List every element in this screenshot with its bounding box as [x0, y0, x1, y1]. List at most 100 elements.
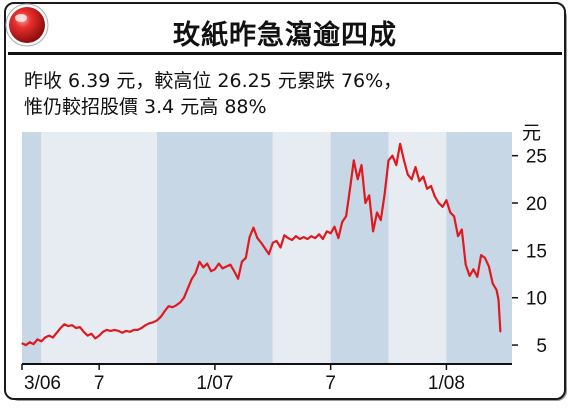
price-point-104	[422, 175, 424, 178]
price-point-112	[453, 215, 455, 217]
price-point-110	[445, 199, 447, 201]
band-0	[22, 132, 42, 364]
price-point-64	[268, 253, 270, 255]
price-point-14	[75, 327, 77, 329]
series-group	[21, 142, 502, 347]
price-point-8	[52, 336, 54, 339]
price-point-121	[488, 265, 490, 268]
price-point-34	[152, 321, 154, 323]
price-point-10	[60, 327, 62, 329]
price-point-105	[426, 188, 428, 190]
price-point-83	[341, 221, 343, 223]
price-point-101	[411, 178, 413, 180]
price-point-22	[106, 329, 108, 331]
price-point-81	[333, 226, 336, 228]
price-point-7	[48, 335, 50, 337]
price-point-24	[114, 329, 116, 331]
price-point-25	[117, 330, 120, 332]
price-point-97	[395, 164, 397, 166]
price-point-89	[364, 202, 366, 204]
title-bar: 玫紙昨急瀉逾四成	[8, 6, 562, 51]
price-point-111	[449, 211, 451, 214]
band-6	[446, 132, 512, 364]
price-point-20	[98, 335, 100, 337]
price-point-119	[480, 254, 482, 256]
price-point-66	[276, 240, 278, 242]
price-point-74	[306, 238, 309, 240]
price-point-5	[40, 340, 42, 342]
price-point-113	[457, 235, 459, 237]
title-divider	[8, 52, 562, 55]
price-point-116	[469, 275, 471, 277]
price-point-84	[345, 215, 347, 217]
price-point-92	[376, 211, 378, 214]
price-point-48	[206, 263, 208, 265]
price-point-100	[407, 174, 409, 176]
price-point-117	[472, 268, 474, 270]
band-2	[157, 132, 273, 364]
price-point-71	[295, 235, 297, 237]
price-point-15	[79, 326, 81, 328]
period-bands	[22, 132, 512, 365]
price-point-62	[260, 242, 262, 244]
price-point-115	[465, 264, 467, 266]
band-3	[272, 132, 331, 364]
price-point-99	[403, 159, 405, 161]
price-point-58	[245, 257, 247, 259]
price-point-125	[499, 331, 501, 333]
band-4	[330, 132, 389, 364]
price-point-91	[372, 230, 374, 232]
price-point-60	[252, 227, 255, 229]
price-point-49	[210, 270, 212, 272]
price-point-75	[310, 235, 312, 237]
price-point-50	[214, 268, 216, 270]
price-point-31	[141, 327, 143, 329]
price-point-36	[160, 316, 162, 318]
price-point-3	[33, 343, 35, 345]
price-point-37	[164, 310, 166, 312]
subtitle-line-1: 昨收 6.39 元，較高位 26.25 元累跌 76%，	[24, 70, 403, 92]
y-axis: 5 10 15 20 25 元	[512, 123, 547, 357]
y-tick-label-1: 10	[526, 289, 547, 310]
price-point-124	[497, 299, 500, 301]
price-point-82	[337, 237, 339, 239]
price-point-45	[195, 272, 197, 274]
price-point-6	[44, 336, 46, 339]
price-point-35	[156, 319, 158, 321]
price-point-12	[67, 325, 69, 327]
price-point-72	[299, 238, 301, 240]
price-point-18	[90, 333, 92, 335]
price-point-118	[476, 276, 478, 278]
price-point-0	[21, 342, 23, 344]
price-point-4	[36, 338, 39, 340]
y-tick-label-2: 15	[526, 241, 547, 262]
price-point-94	[384, 193, 386, 195]
price-point-123	[496, 289, 498, 291]
price-point-26	[121, 332, 123, 334]
price-point-27	[125, 330, 127, 332]
price-point-85	[349, 188, 351, 190]
price-point-61	[256, 237, 258, 239]
price-point-120	[484, 257, 486, 259]
price-point-42	[183, 297, 185, 299]
price-point-54	[229, 264, 231, 266]
price-point-88	[360, 164, 363, 166]
y-tick-label-4: 25	[526, 147, 547, 168]
price-point-73	[303, 236, 305, 238]
price-point-77	[318, 233, 320, 235]
price-point-28	[129, 331, 131, 333]
price-point-23	[110, 330, 112, 332]
price-point-93	[380, 219, 382, 221]
price-point-38	[168, 305, 170, 307]
price-point-67	[279, 246, 282, 249]
price-point-56	[237, 278, 239, 280]
price-point-39	[171, 306, 174, 308]
price-point-114	[461, 228, 463, 231]
band-5	[388, 132, 447, 364]
x-tick-label-0: 3/06	[24, 373, 61, 394]
price-point-1	[25, 344, 27, 346]
price-point-2	[29, 341, 31, 343]
